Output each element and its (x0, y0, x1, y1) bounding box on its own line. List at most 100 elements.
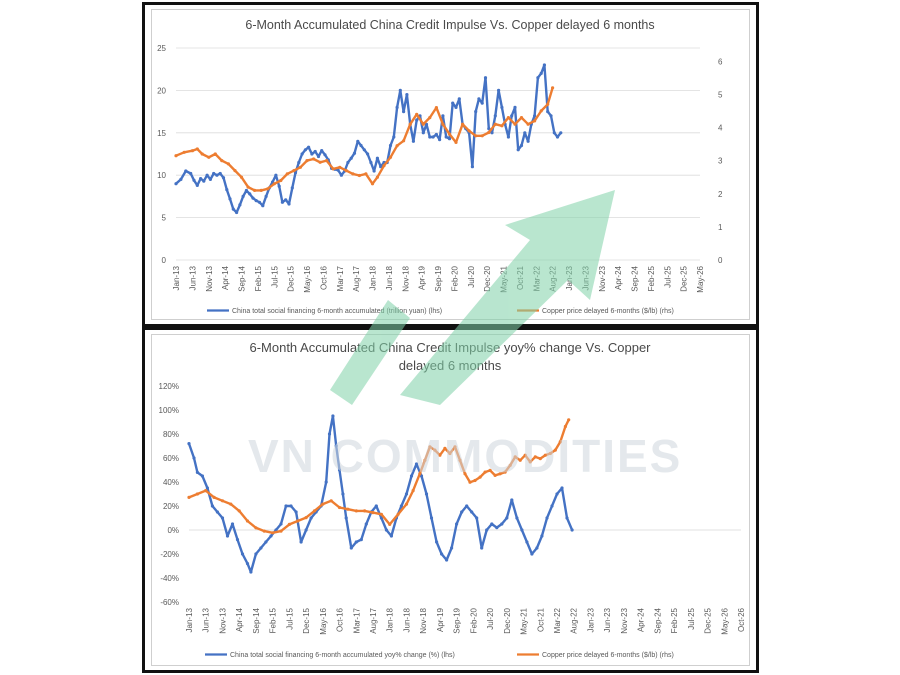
data-point-copper (488, 468, 492, 472)
data-point-copper (266, 187, 270, 191)
data-point-credit (334, 444, 338, 448)
data-point-credit (402, 110, 406, 114)
data-point-credit (225, 188, 229, 192)
data-point-copper (329, 499, 333, 503)
data-point-copper (478, 475, 482, 479)
x-tick-label: Apr-24 (614, 265, 623, 290)
data-point-copper (253, 188, 257, 192)
data-point-copper (226, 162, 230, 166)
data-point-copper (285, 172, 289, 176)
data-point-credit (192, 178, 196, 182)
data-point-credit (490, 522, 494, 526)
data-point-credit (310, 152, 314, 156)
data-point-credit (435, 540, 439, 544)
data-point-copper (239, 175, 244, 179)
data-point-credit (455, 522, 459, 526)
y-left-tick-label: 25 (157, 44, 166, 53)
data-point-copper (200, 152, 204, 156)
data-point-credit (375, 156, 379, 160)
data-point-credit (540, 534, 544, 538)
data-point-credit (559, 131, 563, 135)
data-point-copper (272, 182, 276, 186)
data-point-credit (244, 188, 248, 193)
data-point-copper (312, 157, 316, 161)
data-point-copper (518, 458, 522, 462)
data-point-credit (542, 63, 546, 67)
y-left-tick-label: -20% (160, 550, 179, 559)
data-point-credit (254, 552, 258, 556)
chart-area-frame (151, 334, 750, 666)
data-point-credit (470, 510, 474, 514)
data-point-credit (212, 171, 216, 176)
data-point-copper (304, 516, 308, 520)
data-point-copper (364, 172, 368, 176)
x-tick-label: Oct-21 (536, 607, 545, 632)
data-point-copper (447, 132, 452, 136)
data-point-copper (190, 149, 194, 153)
x-tick-label: Aug-17 (352, 265, 361, 291)
data-point-copper (321, 502, 325, 506)
data-point-credit (324, 480, 328, 484)
data-point-credit (352, 151, 357, 155)
data-point-credit (497, 88, 501, 92)
y-right-tick-label: 0 (718, 256, 723, 265)
data-point-credit (331, 414, 335, 418)
y-left-tick-label: 5 (162, 214, 167, 223)
data-point-credit (379, 516, 383, 520)
data-point-copper (363, 509, 367, 513)
data-point-copper (523, 453, 527, 457)
data-point-copper (526, 122, 530, 126)
data-point-credit (372, 169, 376, 173)
data-point-copper (182, 150, 186, 154)
data-point-copper (246, 185, 250, 189)
data-point-credit (205, 173, 209, 177)
data-point-credit (450, 546, 454, 550)
data-point-copper (379, 512, 383, 516)
data-point-credit (341, 492, 345, 496)
data-point-credit (438, 138, 442, 142)
data-point-copper (395, 144, 399, 148)
data-point-copper (508, 463, 512, 467)
data-point-copper (375, 175, 379, 179)
x-tick-label: Jul-15 (270, 265, 279, 287)
data-point-copper (259, 188, 263, 192)
data-point-copper (371, 511, 375, 515)
data-point-credit (485, 528, 489, 532)
data-point-credit (337, 468, 342, 472)
data-point-copper (195, 492, 199, 496)
data-point-credit (264, 540, 268, 544)
x-tick-label: Sep-14 (238, 265, 247, 291)
data-point-copper (480, 134, 484, 138)
data-point-copper (543, 453, 547, 457)
x-tick-label: Mar-17 (336, 265, 345, 291)
data-point-credit (526, 139, 530, 143)
data-point-copper (271, 531, 275, 535)
chart-panel-credit-impulse: 6-Month Accumulated China Credit Impulse… (142, 2, 759, 327)
data-point-credit (297, 160, 301, 165)
data-point-copper (354, 509, 358, 513)
data-point-credit (231, 207, 235, 211)
data-point-credit (320, 149, 324, 153)
data-point-credit (490, 131, 494, 135)
data-point-credit (369, 160, 373, 165)
data-point-copper (312, 509, 317, 513)
data-point-credit (208, 177, 212, 181)
x-tick-label: May-16 (303, 265, 312, 292)
data-point-copper (207, 155, 211, 159)
data-point-credit (179, 177, 183, 181)
data-point-copper (487, 130, 491, 135)
data-point-copper (396, 512, 400, 516)
y-left-tick-label: -60% (160, 598, 179, 607)
data-point-credit (451, 101, 455, 105)
data-point-credit (215, 173, 219, 177)
data-point-copper (428, 116, 432, 120)
data-point-copper (418, 472, 422, 476)
x-tick-label: Dec-25 (704, 607, 713, 633)
data-point-credit (195, 183, 199, 187)
data-point-copper (279, 178, 283, 183)
x-tick-label: Dec-20 (503, 607, 512, 633)
data-point-credit (316, 154, 321, 159)
data-point-credit (205, 486, 209, 490)
data-point-credit (510, 498, 514, 502)
data-point-credit (415, 118, 419, 122)
